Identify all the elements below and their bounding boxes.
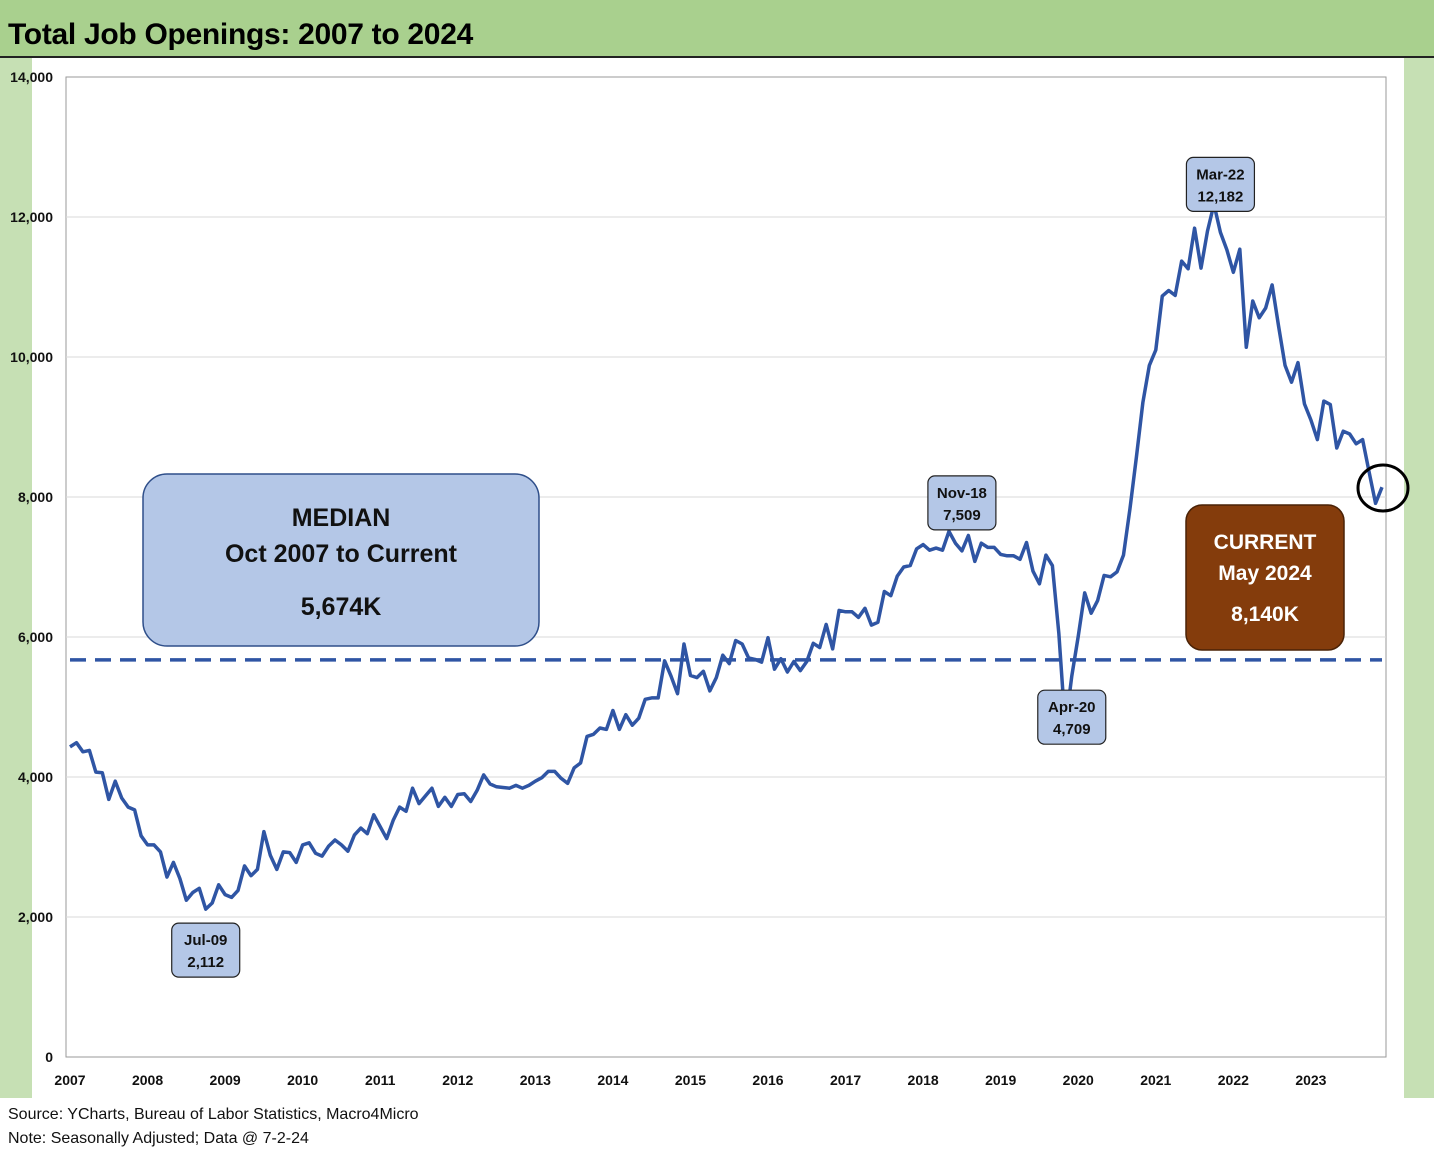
y-tick-label: 10,000	[10, 349, 53, 365]
x-tick-label: 2007	[54, 1072, 85, 1088]
annotation-callout: Apr-20 4,709	[1037, 689, 1107, 745]
x-tick-label: 2018	[908, 1072, 939, 1088]
x-tick-label: 2008	[132, 1072, 163, 1088]
current-box: CURRENT May 2024 8,140K	[1185, 504, 1345, 651]
x-tick-label: 2015	[675, 1072, 706, 1088]
x-tick-label: 2022	[1218, 1072, 1249, 1088]
annotation-value: 12,182	[1197, 188, 1243, 205]
annotation-date: Nov-18	[937, 485, 987, 502]
x-tick-label: 2021	[1140, 1072, 1171, 1088]
x-tick-label: 2017	[830, 1072, 861, 1088]
x-tick-label: 2009	[210, 1072, 241, 1088]
annotation-box	[171, 922, 241, 978]
job-openings-line	[69, 202, 1384, 911]
chart-title: Total Job Openings: 2007 to 2024	[8, 18, 473, 51]
x-tick-label: 2020	[1063, 1072, 1094, 1088]
annotation-value: 2,112	[187, 954, 224, 971]
annotation-callout: Jul-09 2,112	[171, 922, 241, 978]
current-period: May 2024	[1218, 562, 1312, 585]
x-tick-label: 2023	[1295, 1072, 1326, 1088]
x-tick-label: 2013	[520, 1072, 551, 1088]
y-axis-ticks: 0 2,000 4,000 6,000 8,000 10,000 12,000 14,000	[10, 69, 53, 1065]
footer: Source: YCharts, Bureau of Labor Statist…	[0, 1098, 1434, 1158]
annotation-date: Mar-22	[1196, 166, 1244, 183]
annotation-box	[927, 475, 997, 531]
x-tick-label: 2016	[752, 1072, 783, 1088]
current-title: CURRENT	[1214, 531, 1317, 554]
x-axis-ticks: 2007 2008 2009 2010 2011 2012 2013 2014 2015 2016…	[54, 1072, 1326, 1088]
y-tick-label: 8,000	[18, 489, 53, 505]
median-title: MEDIAN	[292, 504, 391, 532]
median-period: Oct 2007 to Current	[225, 540, 458, 568]
y-tick-label: 0	[45, 1049, 53, 1065]
data-note: Note: Seasonally Adjusted; Data @ 7-2-24	[8, 1130, 309, 1147]
left-frame	[0, 58, 32, 1098]
annotation-value: 7,509	[943, 507, 981, 524]
y-tick-label: 4,000	[18, 769, 53, 785]
x-tick-label: 2012	[442, 1072, 473, 1088]
annotation-callout: Mar-22 12,182	[1185, 156, 1256, 212]
source-note: Source: YCharts, Bureau of Labor Statist…	[8, 1106, 419, 1123]
current-value-circle	[1356, 463, 1410, 513]
current-value: 8,140K	[1231, 603, 1299, 626]
median-box: MEDIAN Oct 2007 to Current 5,674K	[142, 473, 540, 647]
annotation-date: Apr-20	[1048, 699, 1096, 716]
annotation-callout: Nov-18 7,509	[927, 475, 997, 531]
y-tick-label: 6,000	[18, 629, 53, 645]
annotations: Jul-09 2,112 Nov-18 7,509 Apr-20 4,709 Mar-22 1…	[171, 156, 1256, 978]
x-tick-label: 2011	[365, 1072, 396, 1088]
annotation-date: Jul-09	[184, 932, 227, 949]
median-value: 5,674K	[301, 593, 382, 621]
x-tick-label: 2010	[287, 1072, 318, 1088]
y-tick-label: 2,000	[18, 909, 53, 925]
x-tick-label: 2019	[985, 1072, 1016, 1088]
y-tick-label: 12,000	[10, 209, 53, 225]
annotation-box	[1037, 689, 1107, 745]
annotation-box	[1185, 156, 1256, 212]
line-chart: 02,0004,0006,0008,00010,00012,00014,000 …	[10, 69, 1410, 1088]
title-bar: Total Job Openings: 2007 to 2024	[0, 0, 1434, 58]
x-tick-label: 2014	[597, 1072, 628, 1088]
annotation-value: 4,709	[1053, 721, 1091, 738]
right-frame	[1404, 58, 1434, 1098]
y-tick-label: 14,000	[10, 69, 53, 85]
